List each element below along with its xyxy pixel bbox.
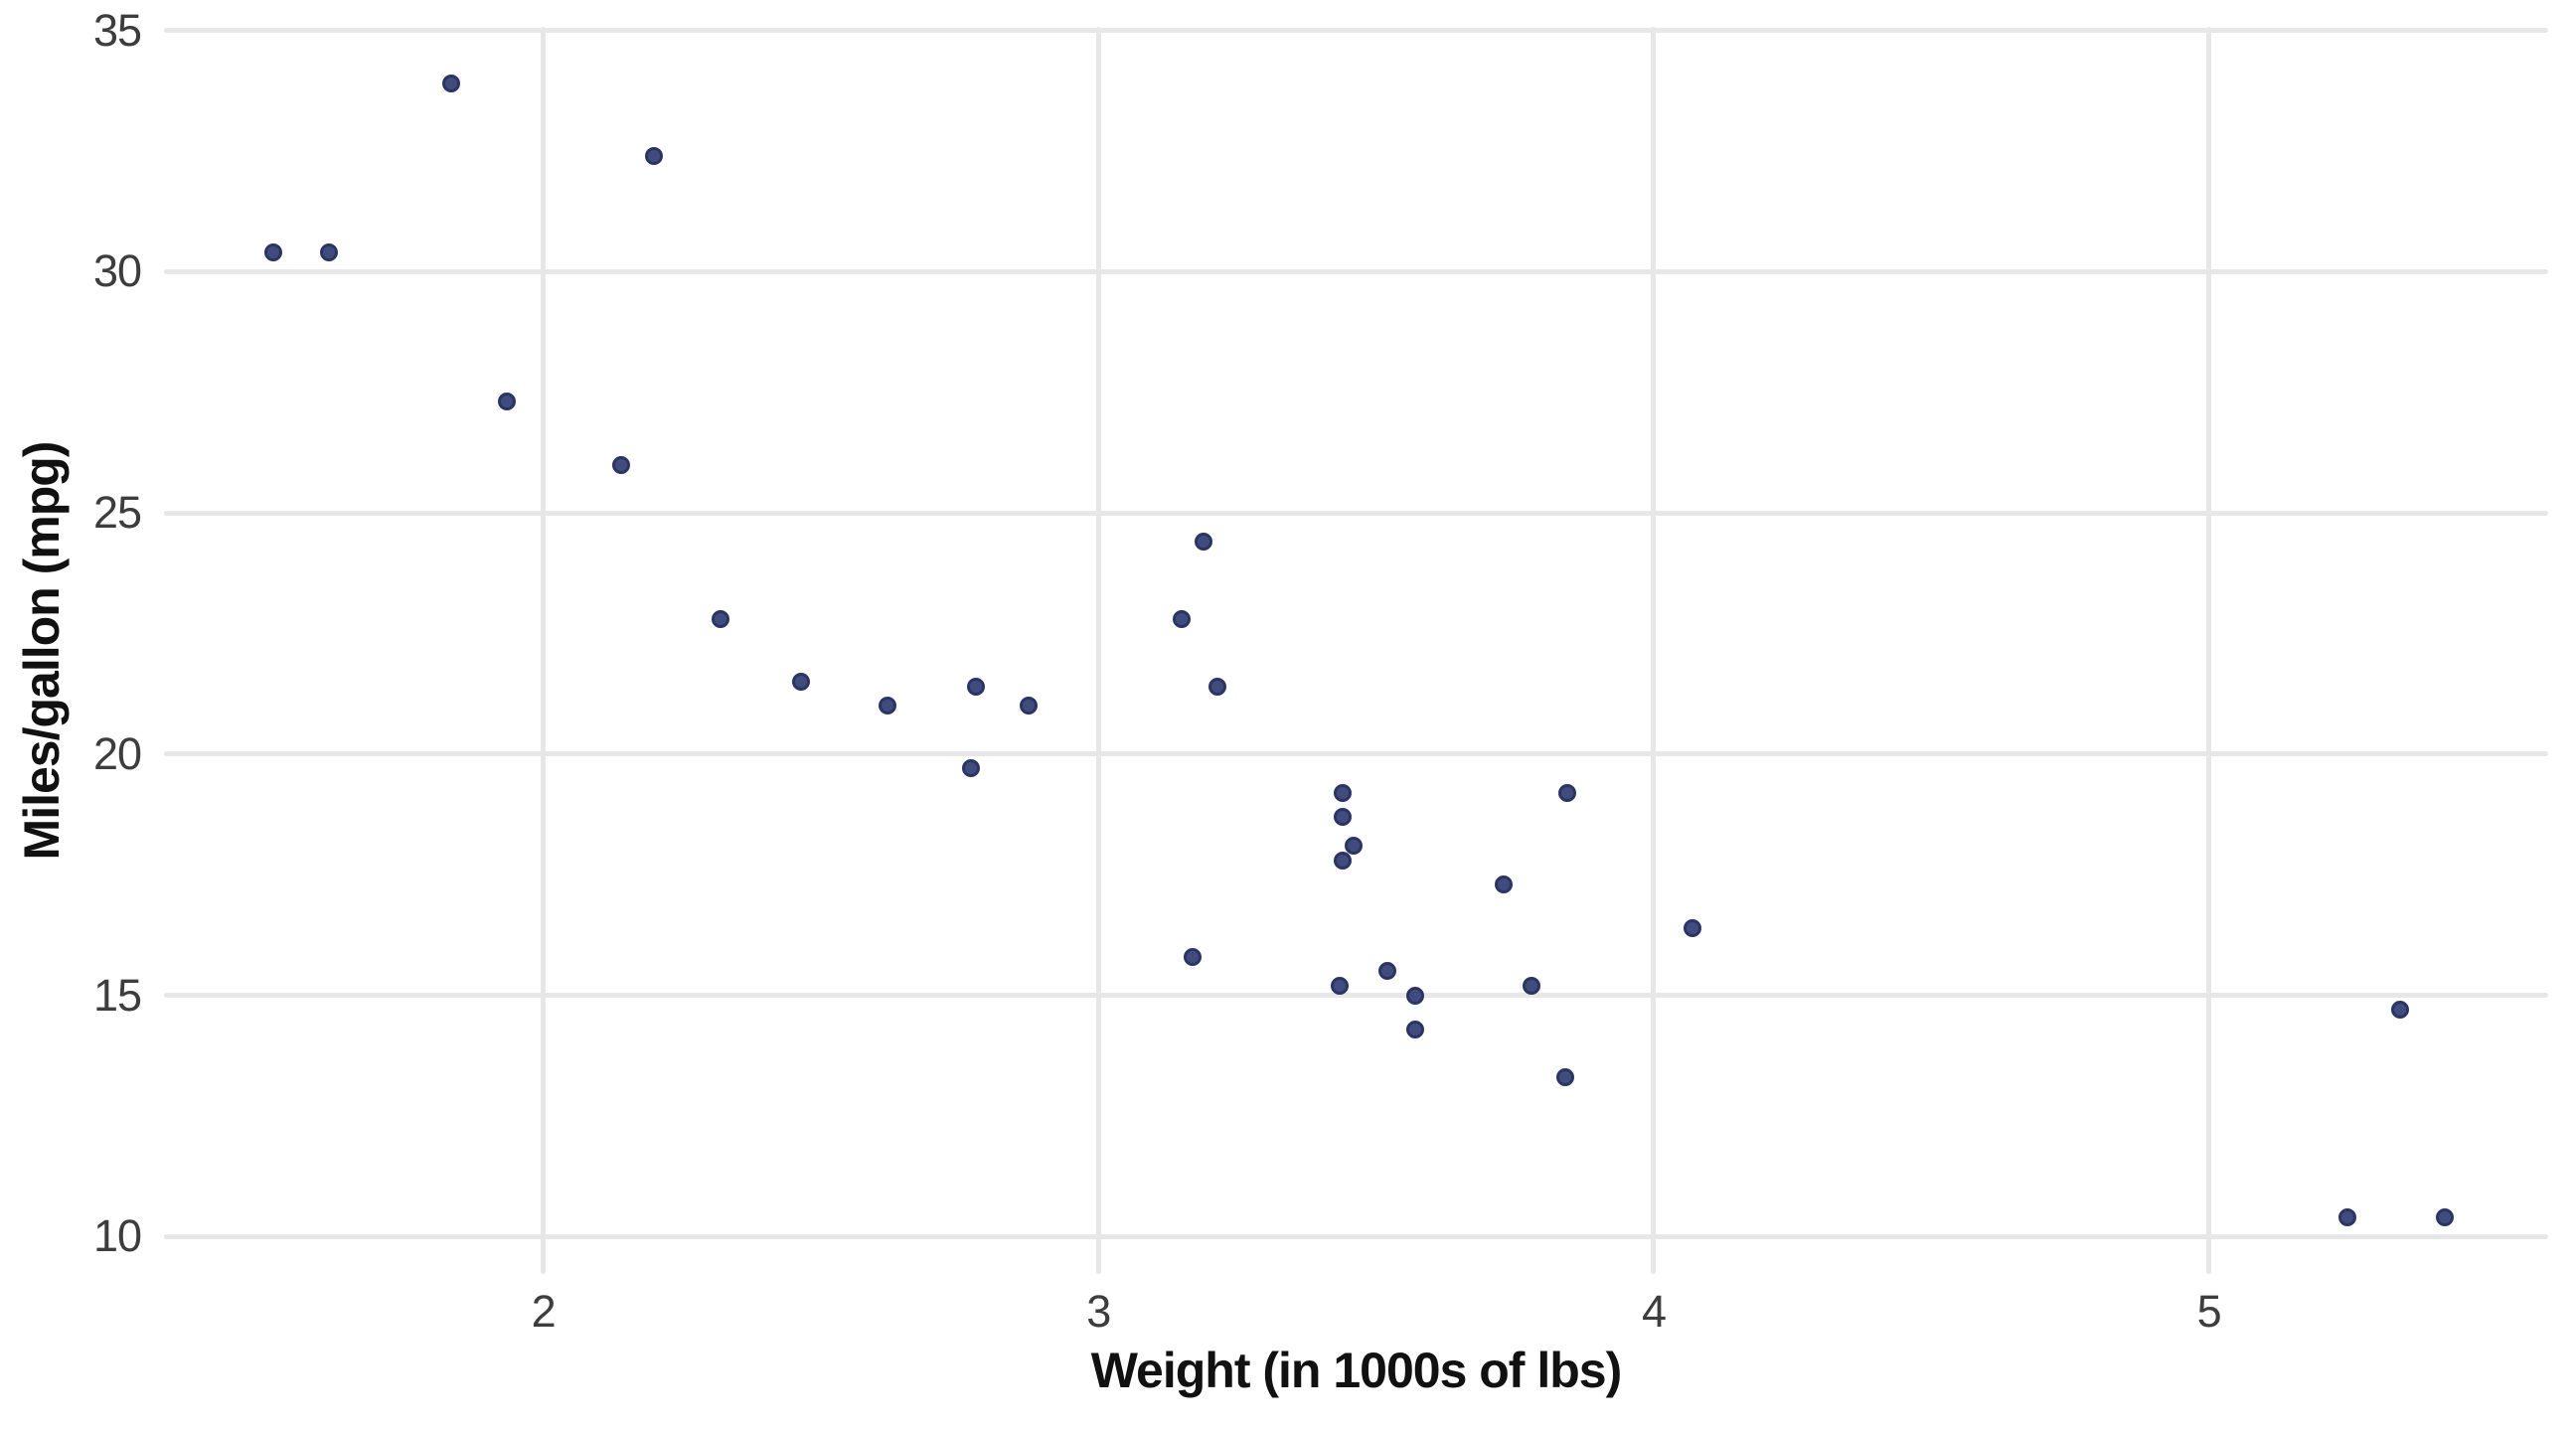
data-point [1334, 783, 1353, 802]
data-point [263, 242, 282, 261]
gridline-y [164, 751, 2548, 757]
y-tick-label: 20 [92, 727, 142, 779]
data-point [1020, 697, 1039, 716]
data-point [2391, 1001, 2410, 1020]
data-point [1405, 986, 1424, 1005]
data-point [967, 677, 986, 696]
data-point [320, 242, 339, 261]
gridline-y [164, 510, 2548, 516]
data-point [442, 75, 461, 93]
data-point [1377, 962, 1396, 981]
data-point [1555, 1068, 1574, 1087]
x-tick-label: 2 [531, 1286, 557, 1337]
gridline-y [164, 28, 2548, 34]
data-point [2338, 1207, 2357, 1226]
data-point [712, 609, 730, 628]
data-point [1195, 533, 1213, 552]
data-point [1495, 874, 1514, 893]
data-point [1334, 851, 1353, 870]
y-axis-title: Miles/gallon (mpg) [14, 441, 70, 860]
data-point [961, 759, 980, 778]
data-point [645, 146, 664, 165]
data-point [1334, 807, 1353, 826]
x-tick-label: 4 [1641, 1286, 1667, 1337]
y-tick-label: 25 [92, 487, 142, 539]
data-point [1684, 918, 1702, 937]
y-tick-label: 30 [92, 245, 142, 297]
data-point [2435, 1207, 2454, 1226]
data-point [498, 393, 517, 411]
x-axis-title: Weight (in 1000s of lbs) [1090, 1343, 1622, 1398]
data-point [1345, 837, 1364, 856]
data-point [1184, 947, 1203, 966]
data-point [1331, 976, 1350, 995]
data-point [1523, 976, 1541, 995]
data-point [1173, 609, 1192, 628]
data-point [611, 455, 630, 474]
data-point [792, 673, 811, 692]
gridline-y [164, 268, 2548, 274]
data-point [1558, 783, 1577, 802]
gridline-y [164, 1233, 2548, 1239]
x-tick-label: 3 [1086, 1286, 1111, 1337]
x-tick-label: 5 [2196, 1286, 2222, 1337]
data-point [1208, 677, 1227, 696]
y-tick-label: 35 [92, 4, 142, 56]
y-tick-label: 10 [92, 1210, 142, 1262]
data-point [878, 697, 896, 716]
gridline-x [1651, 27, 1657, 1274]
gridline-x [541, 27, 547, 1274]
gridline-x [2206, 27, 2212, 1274]
gridline-y [164, 993, 2548, 999]
data-point [1405, 1020, 1424, 1038]
plot-panel [164, 27, 2548, 1274]
y-tick-label: 15 [92, 969, 142, 1021]
gridline-x [1095, 27, 1101, 1274]
